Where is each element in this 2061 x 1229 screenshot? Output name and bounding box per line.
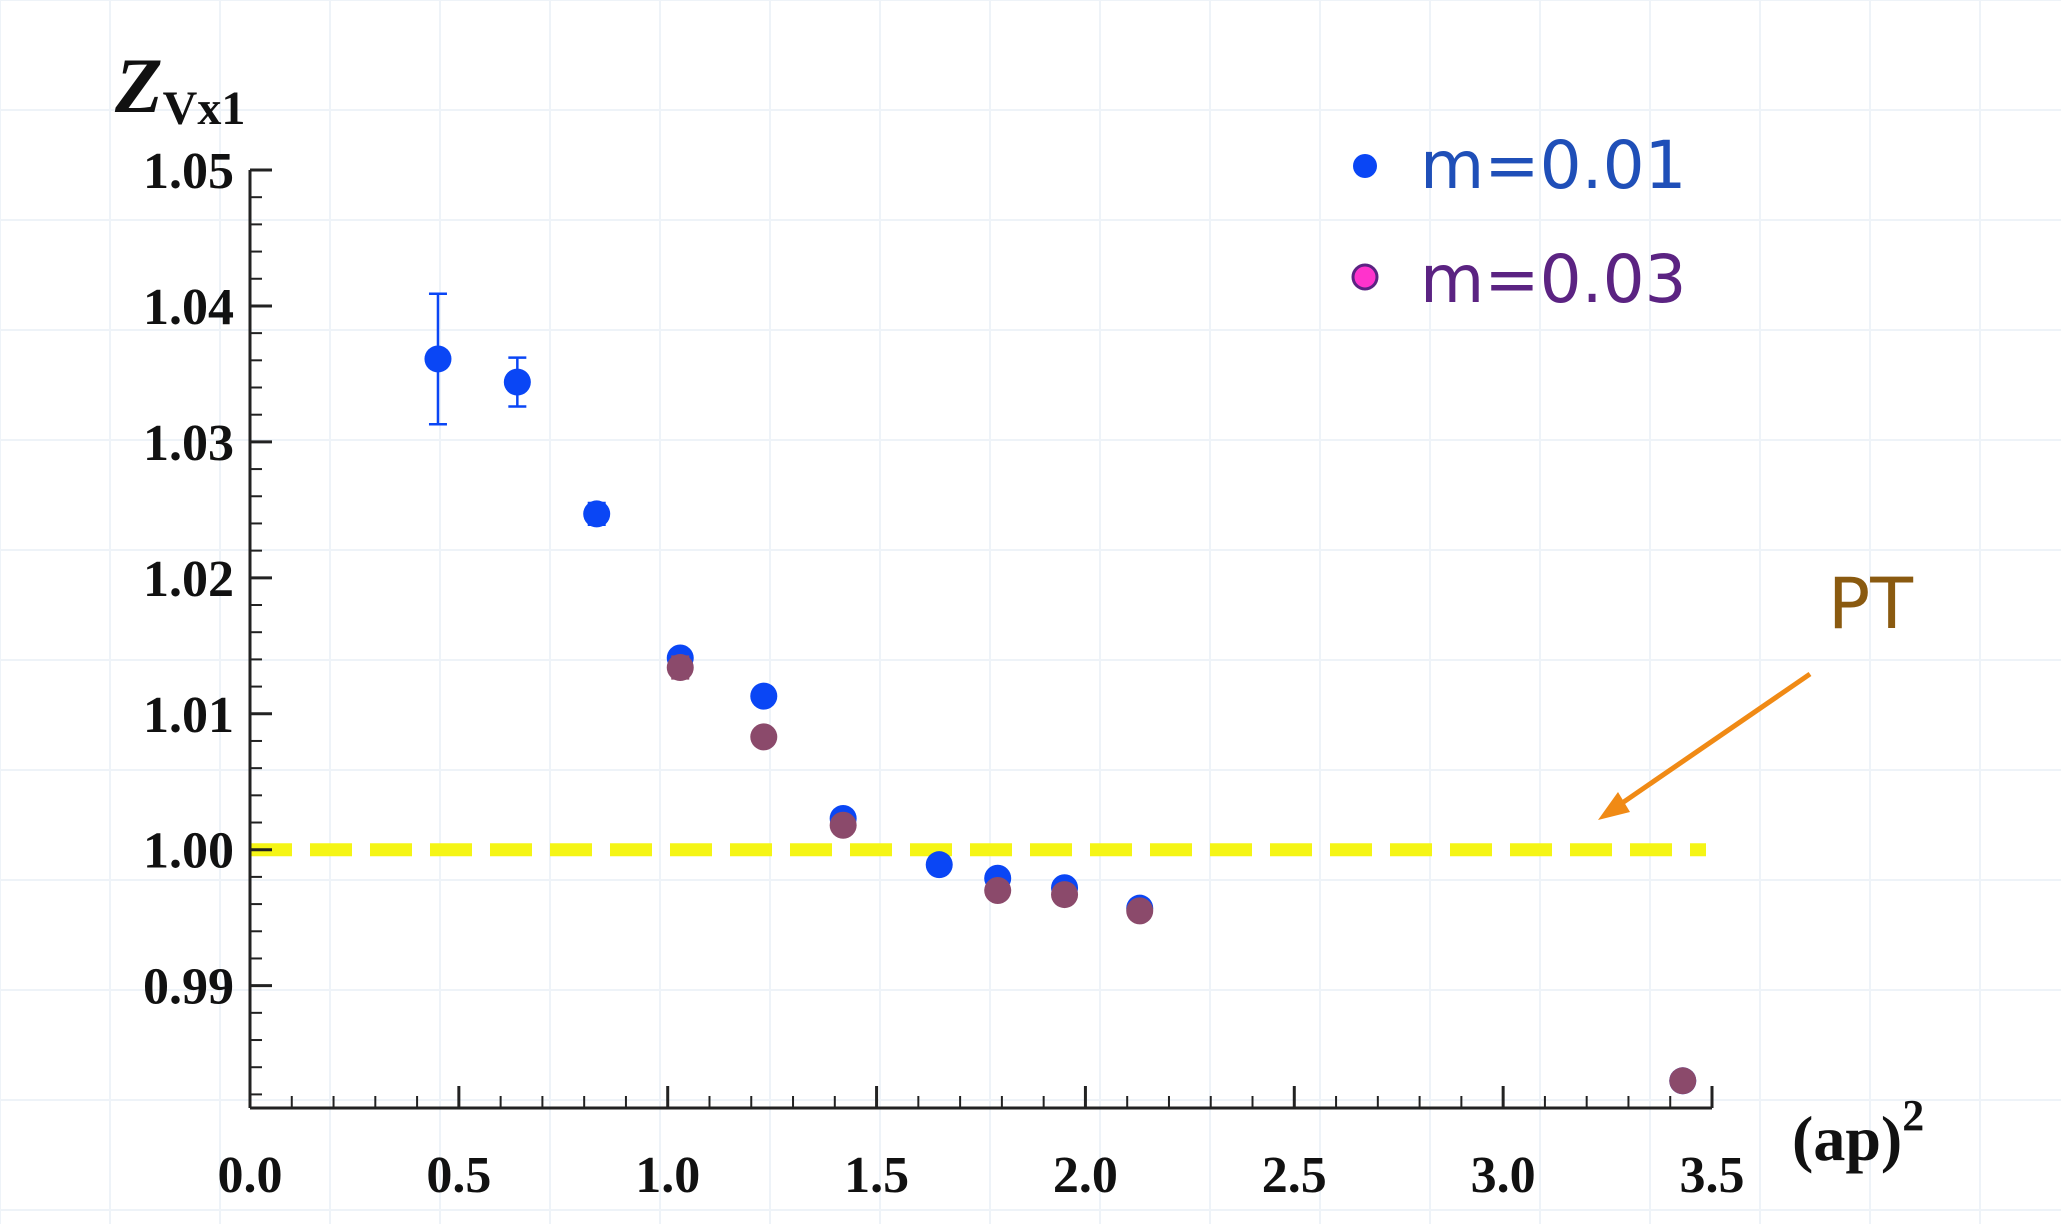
legend-label-m001: m=0.01 xyxy=(1420,127,1687,204)
data-point xyxy=(1669,1067,1697,1095)
legend: m=0.01 m=0.03 xyxy=(1351,127,1687,318)
x-tick-label: 3.0 xyxy=(1471,1147,1536,1204)
data-point xyxy=(829,811,857,839)
legend-marker-m001 xyxy=(1353,154,1377,178)
x-tick-label: 1.5 xyxy=(844,1147,909,1204)
y-tick-label: 1.05 xyxy=(143,143,234,200)
data-point xyxy=(503,368,531,396)
y-tick-label: 1.00 xyxy=(143,823,234,880)
data-point xyxy=(925,851,953,879)
data-point xyxy=(750,682,778,710)
x-axis-title: (ap)2 xyxy=(1792,1091,1924,1174)
x-axis-title-main: (ap) xyxy=(1792,1103,1902,1174)
x-tick-label: 2.0 xyxy=(1053,1147,1118,1204)
data-point xyxy=(424,345,452,373)
series-m=0.03 xyxy=(666,654,1697,1095)
pt-arrow-shaft xyxy=(1610,671,1812,813)
y-tick-label: 1.02 xyxy=(143,551,234,608)
data-points xyxy=(424,292,1697,1095)
x-tick-label: 3.5 xyxy=(1680,1147,1745,1204)
y-tick-label: 1.01 xyxy=(143,687,234,744)
y-axis-title-main: Z xyxy=(114,42,163,129)
data-point xyxy=(1126,897,1154,925)
pt-arrow-head xyxy=(1598,792,1630,820)
x-tick-label: 0.0 xyxy=(218,1147,283,1204)
data-point xyxy=(666,654,694,682)
ticks: 0.0 0.5 1.0 1.5 2.0 2.5 3.0 3.5 0.99 1.00 1.01 1.02… xyxy=(143,143,1745,1204)
legend-marker-m003 xyxy=(1351,263,1379,291)
series-m=0.01 xyxy=(424,292,1697,1095)
y-tick-label: 0.99 xyxy=(143,959,234,1016)
data-point xyxy=(984,876,1012,904)
x-tick-label: 1.0 xyxy=(635,1147,700,1204)
x-tick-label: 2.5 xyxy=(1262,1147,1327,1204)
x-tick-label: 0.5 xyxy=(426,1147,491,1204)
y-tick-label: 1.04 xyxy=(143,279,234,336)
axes xyxy=(248,170,1712,1110)
y-tick-label: 1.03 xyxy=(143,415,234,472)
data-point xyxy=(583,500,611,528)
pt-annotation: PT xyxy=(1598,563,1913,820)
y-axis-title-sub: Vx1 xyxy=(163,82,246,135)
data-point xyxy=(1051,881,1079,909)
legend-label-m003: m=0.03 xyxy=(1420,241,1687,318)
x-axis-title-sup: 2 xyxy=(1902,1091,1924,1140)
pt-label: PT xyxy=(1828,563,1913,645)
y-axis-title: ZVx1 xyxy=(114,42,245,135)
data-point xyxy=(750,723,778,751)
